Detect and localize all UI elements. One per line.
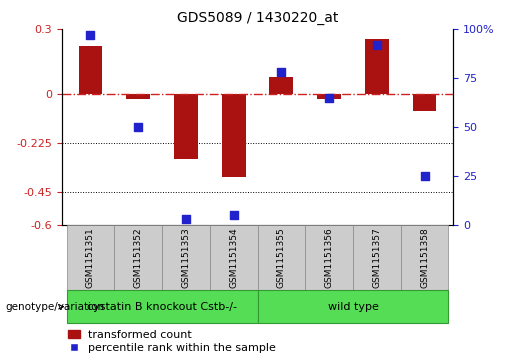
- Bar: [210, 225, 258, 290]
- Bar: [162, 225, 210, 290]
- Text: wild type: wild type: [328, 302, 379, 312]
- Text: GSM1151353: GSM1151353: [181, 227, 191, 288]
- Point: [277, 69, 285, 75]
- Bar: [66, 225, 114, 290]
- Bar: [126, 94, 150, 99]
- Bar: [401, 225, 449, 290]
- Point: [182, 216, 190, 222]
- Bar: [365, 39, 389, 94]
- Bar: [258, 225, 305, 290]
- Text: genotype/variation: genotype/variation: [5, 302, 104, 312]
- Bar: [78, 46, 102, 94]
- Point: [373, 42, 381, 48]
- Text: GSM1151355: GSM1151355: [277, 227, 286, 288]
- Text: GSM1151351: GSM1151351: [86, 227, 95, 288]
- Bar: [305, 225, 353, 290]
- Bar: [221, 94, 246, 177]
- Title: GDS5089 / 1430220_at: GDS5089 / 1430220_at: [177, 11, 338, 25]
- Point: [420, 173, 428, 179]
- Point: [87, 32, 95, 38]
- Point: [230, 212, 238, 218]
- Point: [325, 95, 333, 101]
- Text: GSM1151356: GSM1151356: [324, 227, 334, 288]
- Bar: [413, 94, 437, 111]
- Bar: [269, 77, 294, 94]
- Text: GSM1151357: GSM1151357: [372, 227, 381, 288]
- Bar: [317, 94, 341, 99]
- Bar: [174, 94, 198, 159]
- Legend: transformed count, percentile rank within the sample: transformed count, percentile rank withi…: [67, 329, 278, 354]
- Text: GSM1151358: GSM1151358: [420, 227, 429, 288]
- Bar: [114, 225, 162, 290]
- Text: cystatin B knockout Cstb-/-: cystatin B knockout Cstb-/-: [87, 302, 237, 312]
- Text: GSM1151354: GSM1151354: [229, 227, 238, 288]
- Point: [134, 124, 142, 130]
- Bar: [353, 225, 401, 290]
- Text: GSM1151352: GSM1151352: [134, 227, 143, 288]
- Bar: [66, 290, 258, 323]
- Bar: [258, 290, 449, 323]
